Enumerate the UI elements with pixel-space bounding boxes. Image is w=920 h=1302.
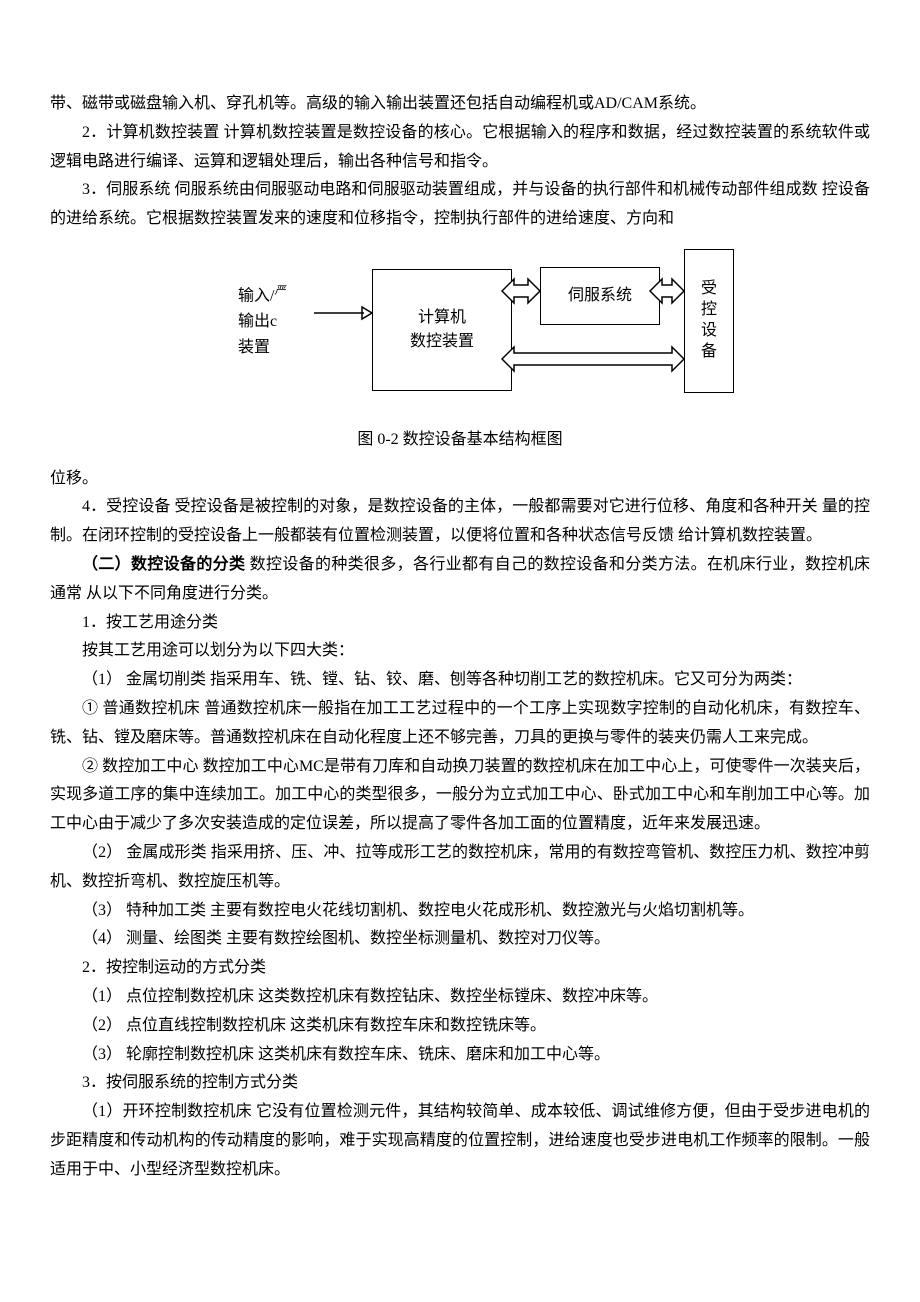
para-7: 1．按工艺用途分类	[50, 609, 870, 638]
para-3: 3．伺服系统 伺服系统由伺服驱动电路和伺服驱动装置组成，并与设备的执行部件和机械…	[50, 176, 870, 234]
para-5: 4．受控设备 受控设备是被控制的对象，是数控设备的主体，一般都需要对它进行位移、…	[50, 493, 870, 551]
para-11: ② 数控加工中心 数控加工中心MC是带有刀库和自动换刀装置的数控机床在加工中心上…	[50, 753, 870, 839]
para-16: （1） 点位控制数控机床 这类数控机床有数控钻床、数控坐标镗床、数控冲床等。	[50, 983, 870, 1012]
para-1: 带、磁带或磁盘输入机、穿孔机等。高级的输入输出装置还包括自动编程机或AD/CAM…	[50, 90, 870, 119]
para-6-heading: （二）数控设备的分类	[82, 556, 245, 573]
para-6: （二）数控设备的分类 数控设备的种类很多，各行业都有自己的数控设备和分类方法。在…	[50, 551, 870, 609]
cnc-structure-diagram: 输入/严 输出c 装置 计算机 数控装置 伺服系统 受 控 设 备	[180, 249, 740, 409]
para-19: 3．按伺服系统的控制方式分类	[50, 1069, 870, 1098]
para-8: 按其工艺用途可以划分为以下四大类：	[50, 637, 870, 666]
para-13: （3） 特种加工类 主要有数控电火花线切割机、数控电火花成形机、数控激光与火焰切…	[50, 897, 870, 926]
para-14: （4） 测量、绘图类 主要有数控绘图机、数控坐标测量机、数控对刀仪等。	[50, 925, 870, 954]
para-10: ① 普通数控机床 普通数控机床一般指在加工工艺过程中的一个工序上实现数字控制的自…	[50, 695, 870, 753]
para-12: （2） 金属成形类 指采用挤、压、冲、拉等成形工艺的数控机床，常用的有数控弯管机…	[50, 839, 870, 897]
para-4: 位移。	[50, 465, 870, 494]
para-2: 2．计算机数控装置 计算机数控装置是数控设备的核心。它根据输入的程序和数据，经过…	[50, 119, 870, 177]
para-15: 2．按控制运动的方式分类	[50, 954, 870, 983]
diagram-arrows	[180, 249, 740, 409]
para-18: （3） 轮廓控制数控机床 这类机床有数控车床、铣床、磨床和加工中心等。	[50, 1041, 870, 1070]
diagram-container: 输入/严 输出c 装置 计算机 数控装置 伺服系统 受 控 设 备 图 0-2 …	[50, 249, 870, 455]
para-17: （2） 点位直线控制数控机床 这类机床有数控车床和数控铣床等。	[50, 1012, 870, 1041]
diagram-caption: 图 0-2 数控设备基本结构框图	[50, 426, 870, 455]
para-9: （1） 金属切削类 指采用车、铣、镗、钻、铰、磨、刨等各种切削工艺的数控机床。它…	[50, 666, 870, 695]
para-20: （1）开环控制数控机床 它没有位置检测元件，其结构较简单、成本较低、调试维修方便…	[50, 1098, 870, 1184]
